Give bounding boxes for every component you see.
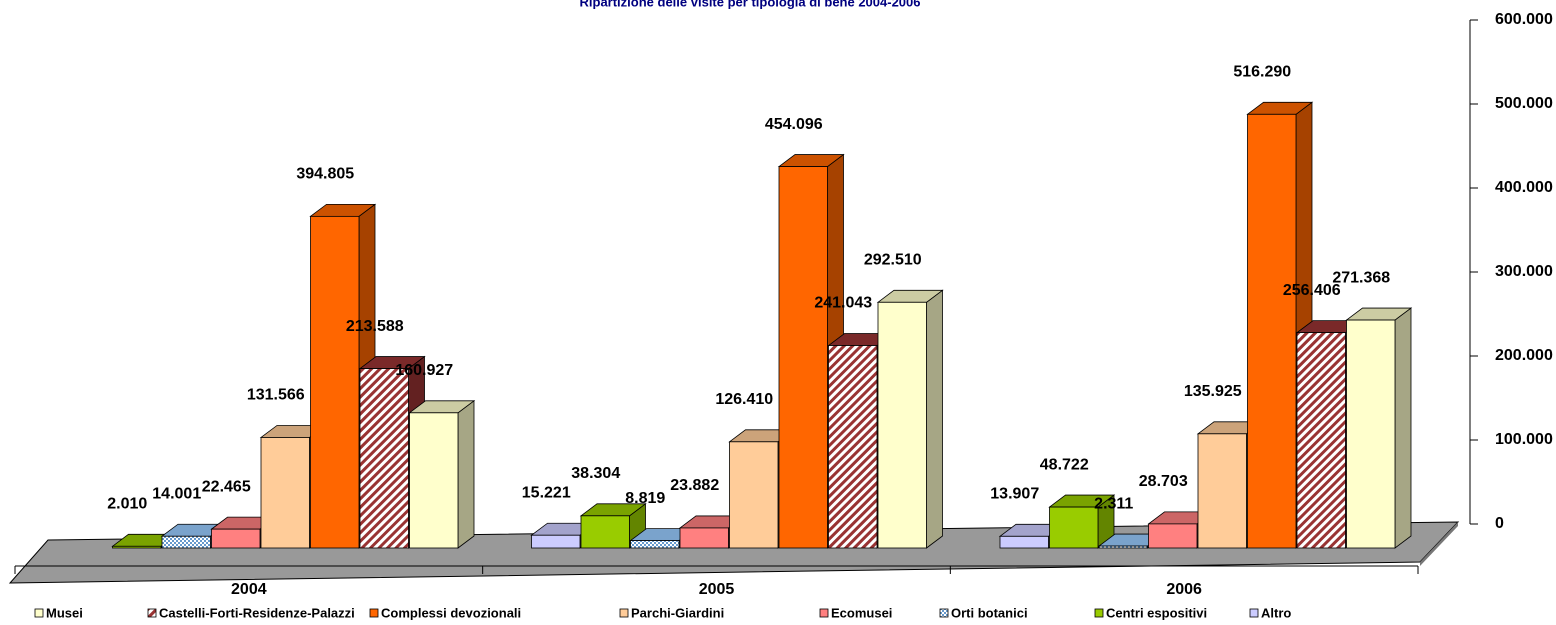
y-tick-label: 200.000 — [1495, 347, 1553, 364]
legend-label: Musei — [46, 605, 83, 620]
x-tick-label: 2006 — [1166, 581, 1202, 598]
data-label: 241.043 — [814, 295, 872, 312]
x-tick-label: 2004 — [231, 581, 267, 598]
bar — [1197, 433, 1247, 549]
data-label: 292.510 — [864, 252, 922, 269]
bar — [310, 215, 360, 549]
bar — [211, 528, 261, 549]
bar — [877, 301, 927, 549]
legend-label: Orti botanici — [951, 605, 1028, 620]
data-label: 38.304 — [571, 465, 620, 482]
data-label: 15.221 — [522, 484, 571, 501]
y-tick-label: 0 — [1495, 515, 1504, 532]
bar-side — [926, 289, 943, 549]
legend-label: Complessi devozionali — [381, 605, 521, 620]
bar — [409, 412, 459, 549]
data-label: 8.819 — [625, 490, 665, 507]
legend-swatch — [369, 608, 379, 618]
bar-side — [1394, 307, 1412, 549]
chart-title: Ripartizione delle visite per tipologia … — [580, 0, 921, 9]
bar — [359, 368, 409, 549]
bar — [1098, 545, 1148, 549]
legend-label: Ecomusei — [831, 605, 892, 620]
legend-swatch — [34, 608, 44, 618]
data-label: 13.907 — [990, 486, 1039, 503]
floor-edge — [1420, 522, 1458, 566]
data-label: 14.001 — [152, 485, 201, 502]
data-label: 23.882 — [670, 477, 719, 494]
data-label: 516.290 — [1233, 64, 1291, 81]
data-label: 126.410 — [715, 391, 773, 408]
bar — [1346, 319, 1396, 549]
data-label: 2.010 — [107, 496, 147, 513]
data-label: 160.927 — [395, 362, 453, 379]
bar-side — [457, 400, 475, 549]
bar — [679, 527, 729, 549]
bar — [729, 441, 779, 549]
y-tick-label: 500.000 — [1495, 95, 1553, 112]
legend-swatch — [619, 608, 629, 618]
data-label: 28.703 — [1139, 473, 1188, 490]
legend-label: Parchi-Giardini — [631, 605, 724, 620]
bar — [778, 166, 828, 549]
legend-swatch — [1249, 608, 1259, 618]
bar — [1049, 506, 1099, 549]
y-tick-label: 600.000 — [1495, 11, 1553, 28]
y-tick-label: 400.000 — [1495, 179, 1553, 196]
bar — [260, 437, 310, 549]
legend-swatch — [939, 608, 949, 618]
data-label: 135.925 — [1184, 383, 1242, 400]
data-label: 271.368 — [1332, 269, 1390, 286]
data-label: 394.805 — [296, 166, 354, 183]
legend-label: Altro — [1261, 605, 1291, 620]
data-label: 213.588 — [346, 318, 404, 335]
data-label: 2.311 — [1094, 495, 1133, 512]
legend-swatch — [147, 608, 157, 618]
bar — [1247, 113, 1297, 549]
legend-swatch — [1094, 608, 1104, 618]
y-tick-label: 300.000 — [1495, 263, 1553, 280]
bar — [1296, 332, 1346, 549]
bar — [828, 345, 878, 549]
data-label: 48.722 — [1040, 456, 1089, 473]
bar — [630, 540, 680, 549]
legend-label: Centri espositivi — [1106, 605, 1207, 620]
bar — [112, 545, 162, 549]
x-tick-label: 2005 — [699, 581, 735, 598]
data-label: 22.465 — [202, 478, 251, 495]
legend-label: Castelli-Forti-Residenze-Palazzi — [159, 605, 355, 620]
bar — [531, 534, 581, 549]
bar — [580, 515, 630, 549]
y-tick-label: 100.000 — [1495, 431, 1553, 448]
bar — [1148, 523, 1198, 549]
data-label: 131.566 — [247, 387, 305, 404]
data-label: 454.096 — [765, 116, 823, 133]
legend-swatch — [819, 608, 829, 618]
data-label: 256.406 — [1283, 282, 1341, 299]
bar — [161, 535, 211, 549]
bar — [999, 535, 1049, 549]
